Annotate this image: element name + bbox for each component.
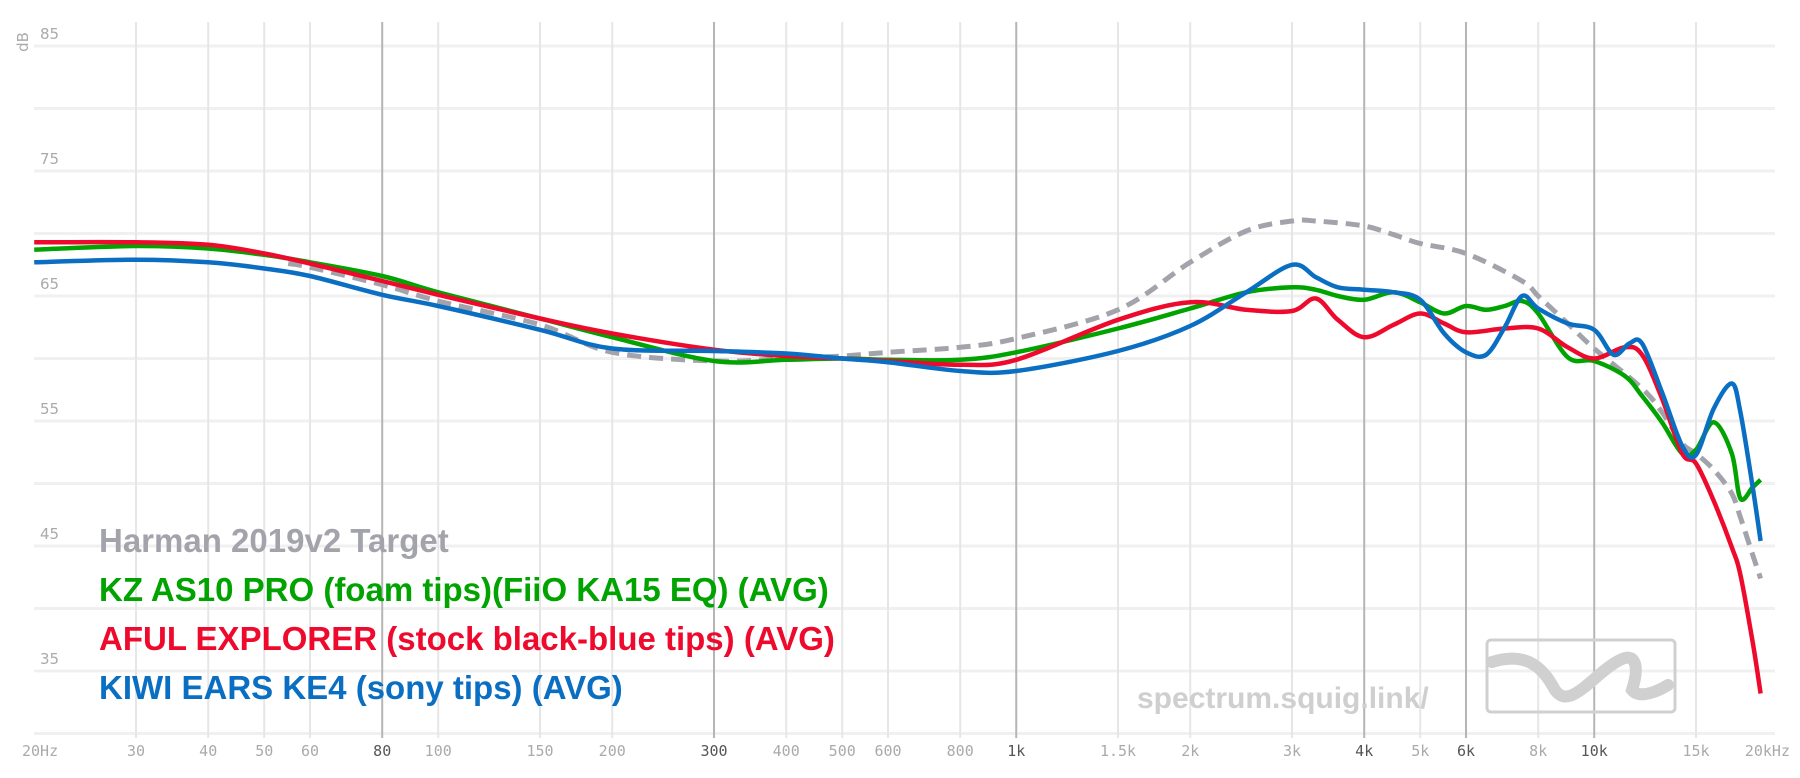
x-tick-label: 4k: [1355, 742, 1373, 760]
x-tick-label: 3k: [1283, 742, 1301, 760]
x-tick-label: 100: [425, 742, 452, 760]
x-tick-label: 15k: [1682, 742, 1709, 760]
x-tick-label: 60: [301, 742, 319, 760]
x-tick-label: 40: [199, 742, 217, 760]
x-tick-label: 800: [947, 742, 974, 760]
watermark: spectrum.squig.link/: [1137, 638, 1677, 715]
x-tick-label: 20Hz: [22, 742, 58, 760]
x-tick-label: 500: [829, 742, 856, 760]
x-tick-label: 1.5k: [1100, 742, 1136, 760]
x-tick-label: 400: [773, 742, 800, 760]
y-axis-label: dB: [14, 32, 32, 52]
x-tick-label: 300: [700, 742, 727, 760]
x-tick-label: 5k: [1411, 742, 1429, 760]
x-tick-label: 10k: [1581, 742, 1608, 760]
x-tick-label: 1k: [1007, 742, 1025, 760]
x-tick-label: 6k: [1457, 742, 1475, 760]
watermark-text: spectrum.squig.link/: [1137, 682, 1429, 715]
x-tick-label: 8k: [1529, 742, 1547, 760]
y-tick-label: 55: [40, 400, 59, 418]
x-tick-label: 600: [874, 742, 901, 760]
legend-item-kz-as10-pro[interactable]: KZ AS10 PRO (foam tips)(FiiO KA15 EQ) (A…: [99, 571, 829, 608]
y-axis: dB 85 75 65 55 45 35: [14, 25, 59, 668]
x-tick-label: 150: [526, 742, 553, 760]
x-tick-label: 50: [255, 742, 273, 760]
x-tick-label: 80: [373, 742, 391, 760]
squiglink-logo: [1485, 638, 1677, 714]
x-tick-label: 30: [127, 742, 145, 760]
x-tick-label: 200: [599, 742, 626, 760]
y-tick-label: 35: [40, 650, 59, 668]
legend-item-kiwi-ears-ke4[interactable]: KIWI EARS KE4 (sony tips) (AVG): [99, 669, 623, 706]
x-axis: 20Hz 30 40 50 60 80 100 150 200 300 400 500 600 800 1k…: [22, 742, 1790, 760]
legend-item-target[interactable]: Harman 2019v2 Target: [99, 522, 449, 559]
series-line-3: [34, 257, 1763, 542]
series-line-0: [287, 217, 1763, 580]
y-tick-label: 75: [40, 150, 59, 168]
y-tick-label: 85: [40, 25, 59, 43]
curves: [34, 217, 1763, 694]
legend-item-aful-explorer[interactable]: AFUL EXPLORER (stock black-blue tips) (A…: [99, 620, 835, 657]
series-line-1: [34, 243, 1763, 503]
x-tick-label: 2k: [1181, 742, 1199, 760]
y-tick-label: 65: [40, 275, 59, 293]
legend: Harman 2019v2 Target KZ AS10 PRO (foam t…: [99, 522, 835, 706]
x-tick-label: 20kHz: [1745, 742, 1790, 760]
y-tick-label: 45: [40, 525, 59, 543]
